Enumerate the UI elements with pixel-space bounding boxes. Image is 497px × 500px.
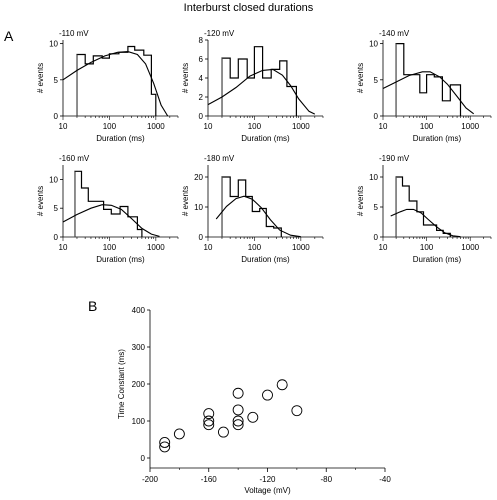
- scatter-x-tick-label: -80: [320, 475, 332, 484]
- hist-4-x-tick-label: 1000: [147, 243, 165, 252]
- panel-label-b: B: [88, 298, 98, 314]
- scatter-point: [203, 419, 215, 431]
- hist-4-x-tick-label: 10: [59, 243, 68, 252]
- hist-3-fit-curve: [382, 71, 475, 115]
- hist-2-x-axis-label: Duration (ms): [241, 134, 290, 143]
- scatter-x-tick-label: -120: [259, 475, 276, 484]
- hist-6-y-axis-label: # events: [356, 186, 365, 216]
- hist-3-histogram-bars: [395, 43, 462, 116]
- hist-6-voltage-annotation: -190 mV: [379, 154, 410, 163]
- hist-1-y-tick-label: 0: [54, 112, 59, 121]
- hist-6-fit-curve: [390, 208, 461, 238]
- hist-4-y-tick-label: 0: [54, 233, 59, 242]
- hist-5-voltage-annotation: -180 mV: [204, 154, 235, 163]
- scatter-x-tick-label: -160: [201, 475, 218, 484]
- hist-5-y-tick-label: 10: [194, 203, 203, 212]
- hist-1-histogram-bars: [76, 45, 157, 116]
- scatter-point: [203, 408, 215, 420]
- hist-3-x-tick-label: 1000: [461, 122, 479, 131]
- hist-2-y-tick-label: 8: [199, 36, 204, 45]
- scatter-point: [232, 404, 244, 416]
- scatter-x-tick-label: -200: [142, 475, 159, 484]
- hist-1-x-tick-label: 100: [103, 122, 117, 131]
- hist-5-x-axis-label: Duration (ms): [241, 255, 290, 264]
- scatter-y-tick-label: 100: [132, 417, 146, 426]
- hist-5-y-tick-label: 0: [199, 233, 204, 242]
- hist-5-y-tick-label: 20: [194, 173, 203, 182]
- hist-4-fit-curve: [62, 204, 160, 237]
- hist-1-y-tick-label: 10: [49, 40, 58, 49]
- hist-2-x-tick-label: 1000: [292, 122, 310, 131]
- hist-6-y-tick-label: 0: [374, 233, 379, 242]
- hist-2-y-tick-label: 2: [199, 93, 204, 102]
- hist-2-x-tick-label: 10: [204, 122, 213, 131]
- scatter-point: [217, 426, 229, 438]
- hist-6-y-tick-label: 5: [374, 203, 379, 212]
- scatter-point: [173, 428, 185, 440]
- scatter-point: [291, 405, 303, 417]
- hist-1-x-tick-label: 10: [59, 122, 68, 131]
- scatter-point: [159, 441, 171, 453]
- hist-3-y-tick-label: 10: [369, 40, 378, 49]
- hist-6-y-tick-label: 10: [369, 173, 378, 182]
- hist-4-x-tick-label: 100: [103, 243, 117, 252]
- scatter-point: [262, 389, 273, 401]
- scatter-point: [203, 415, 215, 427]
- hist-3-y-tick-label: 5: [374, 76, 379, 85]
- scatter-point: [232, 387, 244, 399]
- hist-4-y-tick-label: 5: [54, 204, 59, 213]
- hist-3-x-tick-label: 100: [420, 122, 434, 131]
- hist-4-histogram-bars: [74, 170, 143, 237]
- hist-3-x-tick-label: 10: [379, 122, 388, 131]
- panel-label-a: A: [4, 28, 14, 44]
- hist-2-y-tick-label: 0: [199, 112, 204, 121]
- hist-5-x-tick-label: 10: [204, 243, 213, 252]
- hist-1-y-tick-label: 5: [54, 76, 59, 85]
- hist-4-y-axis-label: # events: [36, 186, 45, 216]
- scatter-y-tick-label: 200: [132, 380, 146, 389]
- hist-6-x-axis-label: Duration (ms): [413, 255, 462, 264]
- hist-5-histogram-bars: [221, 176, 282, 237]
- hist-5-x-tick-label: 1000: [292, 243, 310, 252]
- hist-1-voltage-annotation: -110 mV: [59, 29, 89, 38]
- hist-3-x-axis-label: Duration (ms): [413, 134, 462, 143]
- hist-1-fit-curve: [62, 51, 169, 117]
- hist-3-y-axis-label: # events: [356, 63, 365, 93]
- hist-2-x-tick-label: 100: [248, 122, 262, 131]
- hist-5-x-tick-label: 100: [248, 243, 262, 252]
- hist-2-y-axis-label: # events: [181, 63, 190, 93]
- hist-4-x-axis-label: Duration (ms): [96, 255, 145, 264]
- hist-6-x-tick-label: 1000: [461, 243, 479, 252]
- hist-1-y-axis-label: # events: [36, 63, 45, 93]
- hist-6-x-tick-label: 10: [379, 243, 388, 252]
- hist-2-histogram-bars: [221, 46, 297, 116]
- hist-2-y-tick-label: 6: [199, 55, 204, 64]
- hist-3-y-tick-label: 0: [374, 112, 379, 121]
- figure-title: Interburst closed durations: [183, 2, 314, 14]
- scatter-x-axis-label: Voltage (mV): [244, 486, 291, 495]
- hist-1-x-tick-label: 1000: [147, 122, 165, 131]
- hist-4-y-tick-label: 10: [49, 175, 58, 184]
- hist-2-fit-curve: [207, 68, 316, 115]
- hist-5-y-axis-label: # events: [181, 186, 190, 216]
- scatter-point: [159, 437, 171, 448]
- hist-2-voltage-annotation: -120 mV: [204, 29, 235, 38]
- scatter-point: [276, 379, 288, 391]
- hist-6-histogram-bars: [395, 176, 451, 237]
- hist-4-voltage-annotation: -160 mV: [59, 154, 90, 163]
- hist-1-x-axis-label: Duration (ms): [96, 134, 145, 143]
- hist-5-fit-curve: [215, 195, 301, 238]
- scatter-point: [232, 419, 244, 431]
- scatter-y-tick-label: 300: [132, 343, 146, 352]
- scatter-y-axis-label: Time Constant (ms): [117, 349, 126, 419]
- hist-3-voltage-annotation: -140 mV: [379, 29, 410, 38]
- scatter-point: [232, 415, 244, 427]
- scatter-x-tick-label: -40: [379, 475, 391, 484]
- hist-6-x-tick-label: 100: [420, 243, 434, 252]
- scatter-point: [247, 411, 259, 423]
- scatter-y-tick-label: 0: [141, 454, 146, 463]
- scatter-y-tick-label: 400: [132, 306, 146, 315]
- hist-2-y-tick-label: 4: [199, 74, 204, 83]
